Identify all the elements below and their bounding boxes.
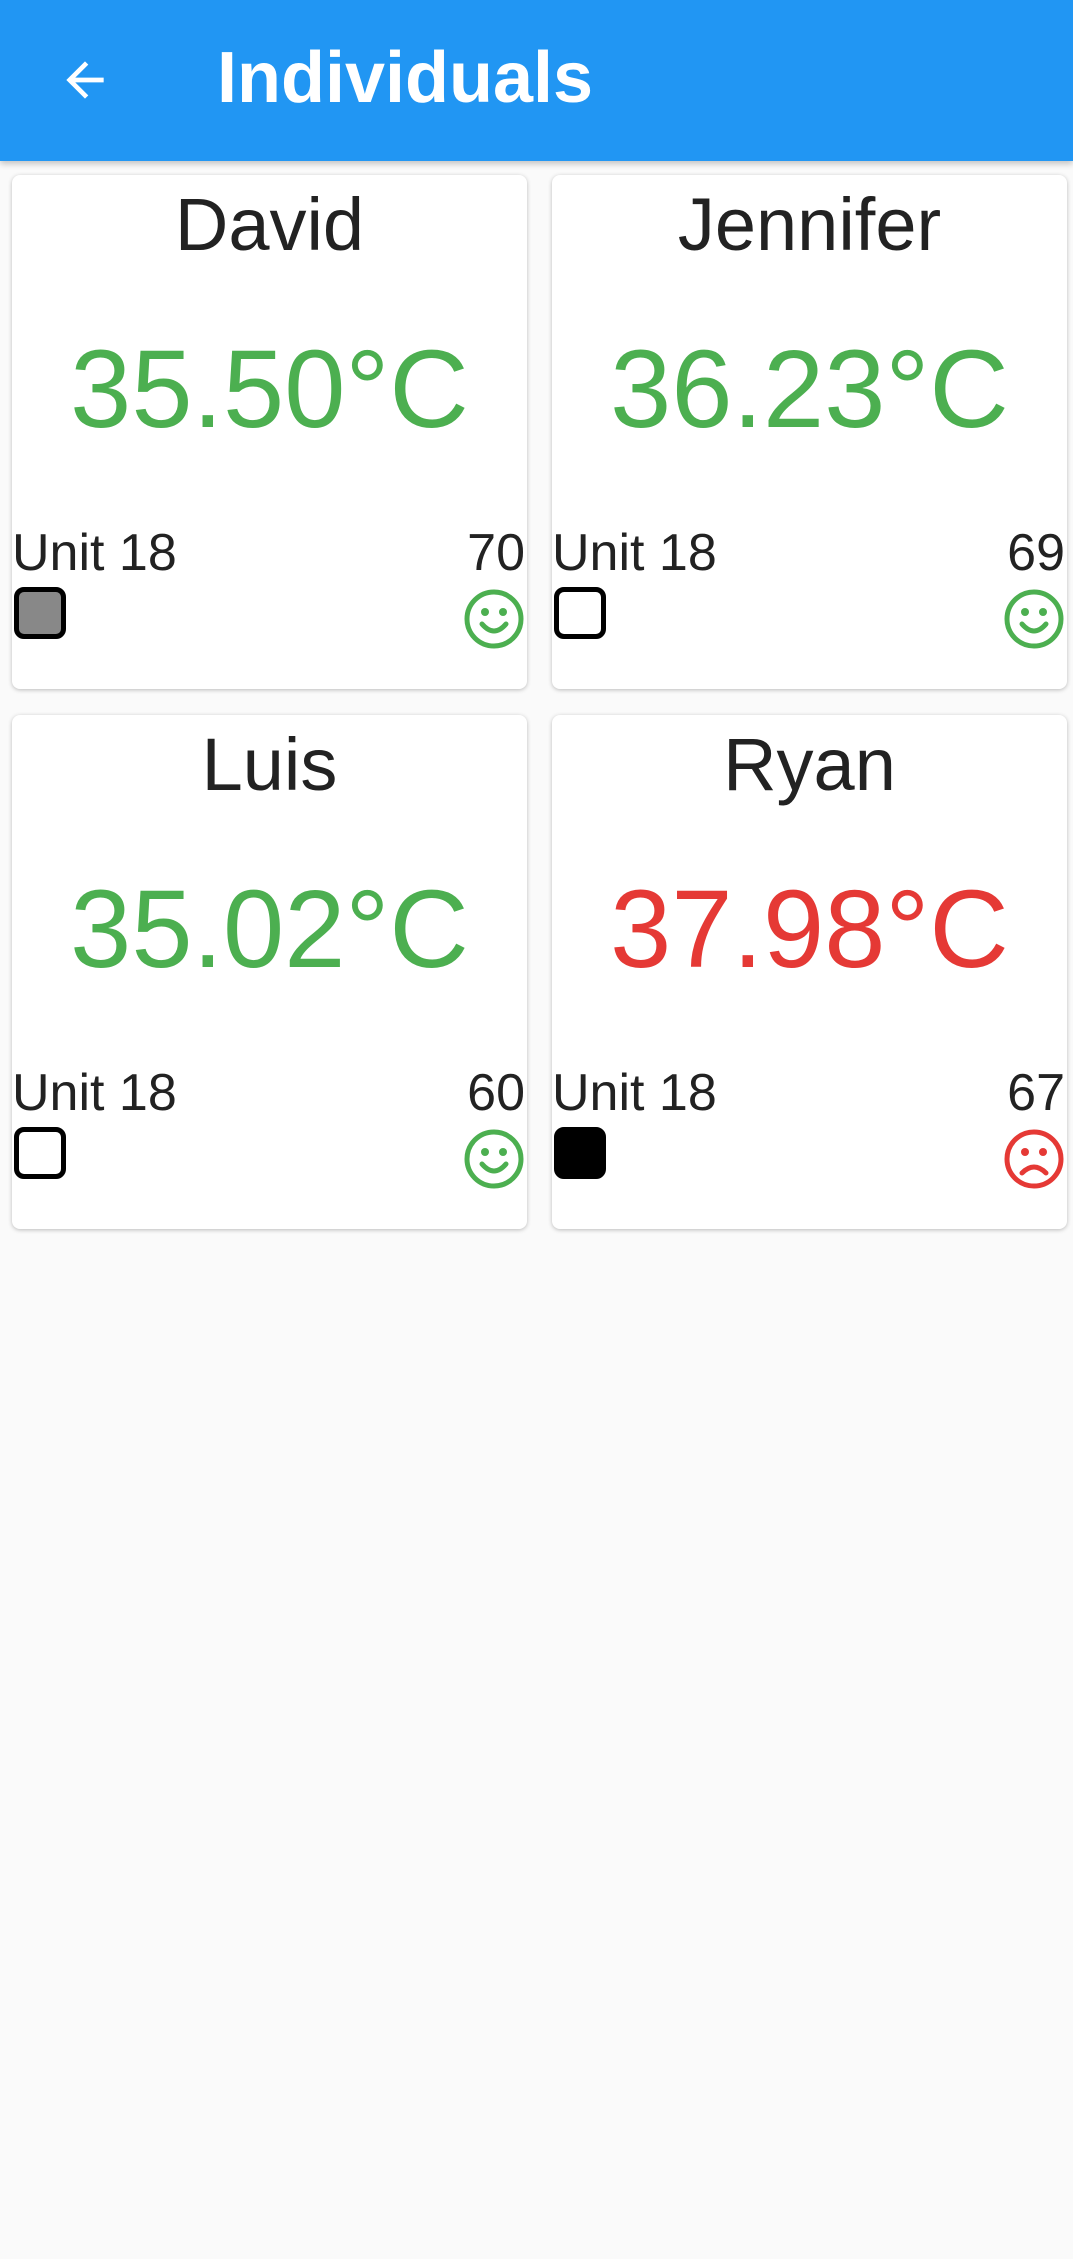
status-checkbox[interactable] [554,1127,606,1179]
count-value: 69 [1007,524,1065,582]
unit-label: Unit 18 [552,1064,717,1122]
app-bar: Individuals [0,0,1073,161]
back-button[interactable] [40,35,130,125]
smile-icon [1004,589,1064,649]
status-checkbox[interactable] [554,587,606,639]
unit-label: Unit 18 [12,524,177,582]
status-checkbox[interactable] [14,1127,66,1179]
individuals-grid: David 35.50°C Unit 18 70 Jennifer 36.23°… [12,175,1068,1229]
page-title: Individuals [217,38,594,118]
individual-name: Luis [201,723,338,806]
arrow-left-icon [66,61,104,99]
individual-card[interactable]: Ryan 37.98°C Unit 18 67 [552,715,1067,1229]
count-value: 60 [467,1064,525,1122]
unit-label: Unit 18 [552,524,717,582]
individual-name: David [174,183,365,266]
count-value: 70 [467,524,525,582]
smile-icon [464,589,524,649]
status-checkbox[interactable] [14,587,66,639]
smile-icon [464,1129,524,1189]
temperature-reading: 36.23°C [610,328,1009,451]
frown-icon [1004,1129,1064,1189]
individual-name: Jennifer [677,183,942,266]
individual-card[interactable]: Jennifer 36.23°C Unit 18 69 [552,175,1067,689]
individual-card[interactable]: David 35.50°C Unit 18 70 [12,175,527,689]
count-value: 67 [1007,1064,1065,1122]
unit-label: Unit 18 [12,1064,177,1122]
temperature-reading: 35.50°C [70,328,469,451]
individual-name: Ryan [723,723,896,806]
temperature-reading: 37.98°C [610,868,1009,991]
individual-card[interactable]: Luis 35.02°C Unit 18 60 [12,715,527,1229]
temperature-reading: 35.02°C [70,868,469,991]
